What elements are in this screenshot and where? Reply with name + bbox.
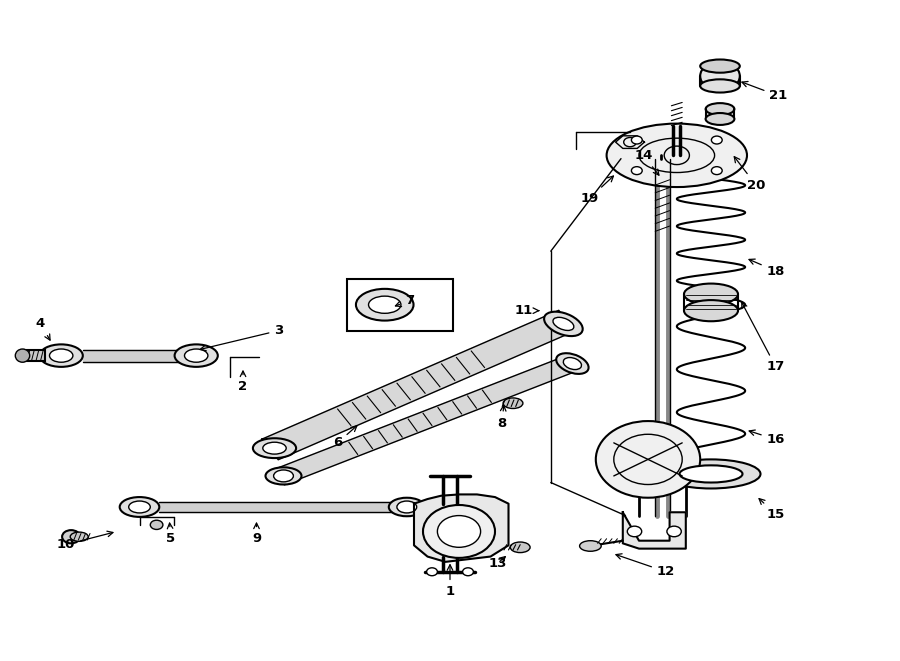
Text: 11: 11: [515, 304, 539, 317]
Text: 18: 18: [749, 259, 785, 278]
Polygon shape: [274, 354, 581, 485]
Text: 10: 10: [57, 531, 113, 551]
Polygon shape: [83, 350, 194, 362]
Text: 4: 4: [36, 317, 50, 340]
Circle shape: [667, 526, 681, 537]
Circle shape: [632, 167, 643, 175]
Circle shape: [427, 568, 437, 576]
Ellipse shape: [700, 79, 740, 93]
Ellipse shape: [129, 501, 150, 513]
Ellipse shape: [397, 501, 417, 513]
Bar: [22, 350, 45, 361]
Ellipse shape: [274, 470, 293, 482]
Bar: [346, 279, 453, 330]
Text: 13: 13: [489, 557, 507, 570]
Text: 3: 3: [201, 324, 284, 351]
Text: 15: 15: [759, 498, 785, 521]
Ellipse shape: [684, 284, 738, 305]
Ellipse shape: [15, 349, 30, 362]
Circle shape: [463, 568, 473, 576]
Ellipse shape: [684, 300, 738, 321]
Ellipse shape: [263, 442, 286, 454]
Ellipse shape: [503, 398, 523, 408]
Ellipse shape: [40, 344, 83, 367]
Text: 2: 2: [238, 371, 248, 393]
Circle shape: [632, 136, 643, 144]
Ellipse shape: [556, 353, 589, 374]
Text: 20: 20: [734, 157, 765, 192]
Polygon shape: [414, 494, 508, 562]
Circle shape: [700, 61, 740, 91]
Ellipse shape: [700, 59, 740, 73]
Polygon shape: [262, 311, 575, 459]
Text: 12: 12: [616, 554, 675, 578]
Ellipse shape: [680, 465, 742, 483]
Circle shape: [711, 136, 722, 144]
Circle shape: [711, 167, 722, 175]
Ellipse shape: [175, 344, 218, 367]
Circle shape: [423, 505, 495, 558]
Ellipse shape: [253, 438, 296, 458]
Ellipse shape: [120, 497, 159, 517]
Ellipse shape: [389, 498, 425, 516]
Ellipse shape: [368, 296, 400, 313]
Text: 17: 17: [742, 303, 785, 373]
Ellipse shape: [662, 459, 760, 488]
Ellipse shape: [184, 349, 208, 362]
Polygon shape: [616, 136, 644, 149]
Text: 19: 19: [580, 176, 614, 205]
Ellipse shape: [70, 532, 88, 541]
Ellipse shape: [62, 530, 80, 543]
Ellipse shape: [607, 124, 747, 187]
Polygon shape: [623, 512, 686, 549]
Ellipse shape: [510, 542, 530, 553]
Text: 16: 16: [749, 430, 785, 446]
Text: 1: 1: [446, 564, 454, 598]
Ellipse shape: [544, 312, 582, 336]
Text: 8: 8: [498, 405, 507, 430]
Text: 21: 21: [742, 81, 788, 102]
Circle shape: [437, 516, 481, 547]
Ellipse shape: [266, 467, 302, 485]
Text: 14: 14: [634, 149, 659, 175]
Circle shape: [150, 520, 163, 529]
Ellipse shape: [706, 113, 734, 125]
Ellipse shape: [580, 541, 601, 551]
Ellipse shape: [563, 358, 581, 369]
Text: 5: 5: [166, 523, 176, 545]
Ellipse shape: [553, 317, 574, 330]
Text: 6: 6: [333, 426, 357, 449]
Text: 7: 7: [395, 294, 414, 307]
Circle shape: [627, 526, 642, 537]
Text: 9: 9: [252, 523, 261, 545]
Ellipse shape: [706, 103, 734, 115]
Polygon shape: [159, 502, 405, 512]
Circle shape: [596, 421, 700, 498]
Ellipse shape: [356, 289, 413, 321]
Ellipse shape: [50, 349, 73, 362]
